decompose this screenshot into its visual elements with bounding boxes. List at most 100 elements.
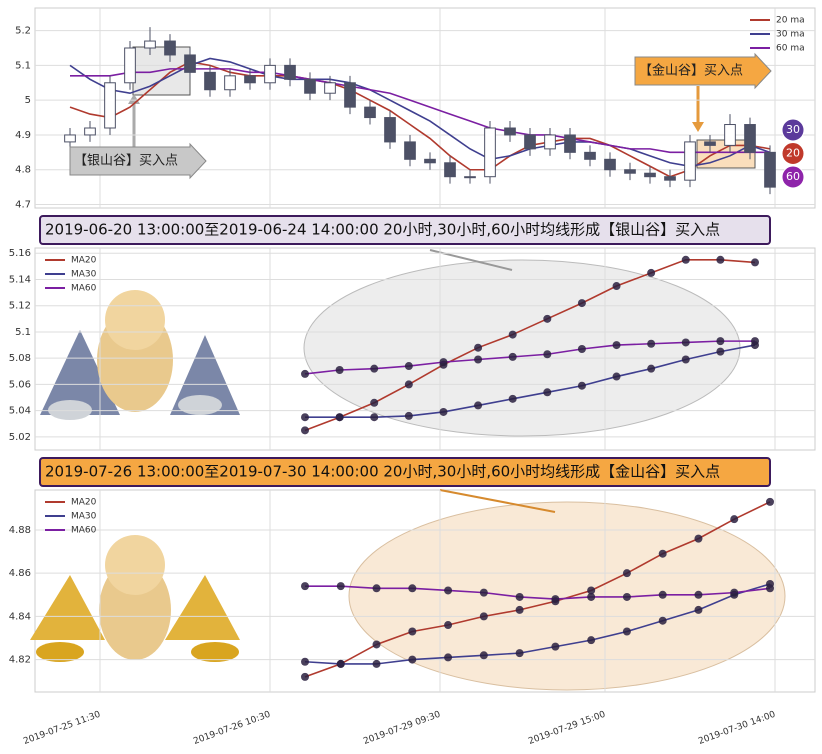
ma-point	[372, 659, 381, 668]
ma-point	[577, 381, 586, 390]
candle-body	[504, 127, 516, 136]
y-tick-label: 4.8	[15, 165, 31, 176]
badge-label: 30	[786, 123, 800, 136]
ma-point	[479, 651, 488, 660]
y-tick-label: 5.06	[9, 379, 31, 390]
ma-point	[716, 347, 725, 356]
legend-label: MA30	[71, 270, 97, 280]
ma-point	[730, 515, 739, 524]
y-tick-label: 5.08	[9, 353, 31, 364]
y-tick-label: 5.16	[9, 248, 31, 259]
ma-point	[612, 372, 621, 381]
ma-point	[404, 362, 413, 371]
highlight-ellipse	[303, 259, 741, 437]
ma-point	[439, 358, 448, 367]
y-tick-label: 5.1	[15, 327, 31, 338]
arrow	[439, 489, 556, 513]
candle-body	[164, 40, 176, 56]
ma-line	[304, 501, 771, 678]
candle-body	[384, 117, 396, 143]
ma-point	[577, 345, 586, 353]
ma-point	[612, 282, 621, 291]
ma-point	[551, 595, 560, 604]
y-tick-label: 4.9	[15, 130, 31, 141]
ma-point	[612, 341, 621, 350]
ma-point	[766, 584, 774, 593]
ma-point	[474, 343, 483, 352]
candle-body	[404, 141, 416, 160]
ma-line	[304, 340, 755, 375]
ma-point	[622, 627, 631, 636]
candle-body	[204, 71, 216, 91]
ma-point	[508, 330, 517, 339]
ma-point	[681, 338, 690, 347]
ma-point	[587, 636, 596, 645]
y-tick-label: 4.82	[9, 655, 31, 666]
legend-label: 20 ma	[776, 16, 805, 26]
candle-body	[324, 82, 336, 94]
ma-point	[515, 605, 524, 614]
ma-point	[444, 621, 453, 630]
ma-point	[658, 590, 667, 599]
ma-point	[301, 672, 309, 681]
candle-body	[684, 141, 696, 181]
candle-body	[664, 176, 676, 181]
legend-label: 60 ma	[776, 44, 805, 54]
ma-point	[474, 401, 483, 410]
ma-point	[335, 365, 344, 374]
annotation-arrow-box	[634, 52, 772, 90]
ma-point	[301, 657, 309, 666]
ma-point	[404, 411, 413, 420]
candle-body	[64, 134, 76, 143]
title-box	[39, 457, 771, 487]
ma-point	[587, 586, 596, 595]
badge-label: 20	[786, 147, 800, 160]
candle-body	[244, 75, 256, 84]
badge	[781, 118, 805, 142]
ma-point	[551, 642, 560, 651]
ma-point	[694, 590, 703, 599]
ma-point	[766, 497, 774, 506]
x-tick-label: 2019-07-26 10:30	[192, 710, 272, 747]
ma-point	[587, 592, 596, 601]
y-tick-label: 5.2	[15, 26, 31, 37]
annotation-arrow-box	[69, 142, 207, 180]
candle-body	[744, 124, 756, 153]
candle-body	[624, 169, 636, 174]
y-tick-label: 5.02	[9, 432, 31, 443]
ma-point	[658, 549, 667, 558]
ma-point	[694, 534, 703, 543]
ma-point	[515, 592, 524, 601]
ma-point	[622, 592, 631, 601]
candle-body	[564, 134, 576, 153]
ma-point	[370, 398, 379, 407]
ma-point	[658, 616, 667, 625]
ma-point	[444, 586, 453, 595]
ma-point	[751, 337, 759, 346]
ma-point	[336, 582, 345, 591]
ma-point	[372, 584, 381, 593]
ma-point	[577, 299, 586, 308]
ma-point	[730, 588, 739, 597]
candle-body	[584, 151, 596, 160]
legend-label: 30 ma	[776, 30, 805, 40]
candle-body	[604, 158, 616, 171]
ma-point	[479, 588, 488, 597]
arrow-head	[692, 122, 704, 132]
y-tick-label: 5	[25, 95, 31, 106]
x-tick-label: 2019-07-29 15:00	[527, 710, 607, 747]
legend-label: MA30	[71, 512, 97, 522]
highlight-ellipse	[348, 501, 786, 691]
candle-body	[444, 162, 456, 178]
ma-point	[622, 569, 631, 578]
candle-body	[344, 82, 356, 108]
candle-body	[484, 127, 496, 178]
candle-body	[304, 78, 316, 94]
ma-point	[408, 584, 417, 593]
ma-point	[408, 627, 417, 636]
ma-point	[647, 268, 656, 277]
y-tick-label: 5.1	[15, 60, 31, 71]
ma-point	[479, 612, 488, 621]
candle-body	[524, 134, 536, 150]
